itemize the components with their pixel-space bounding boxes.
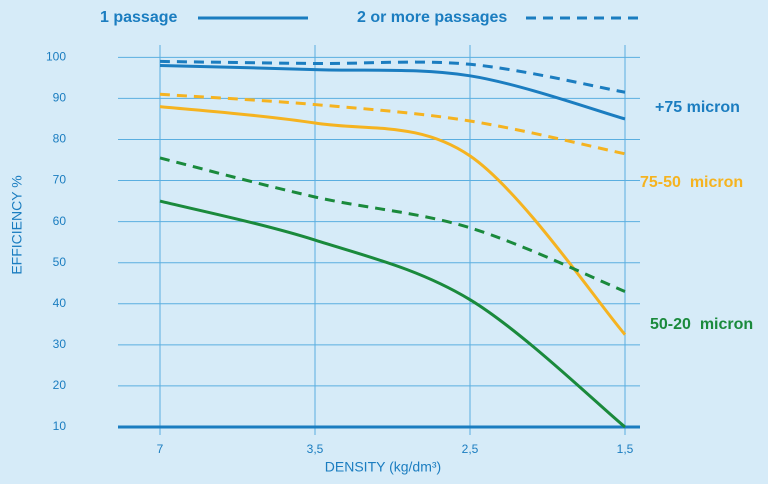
series-line (159, 64, 626, 121)
y-tick-label: 100 (46, 49, 66, 63)
series-line (159, 199, 626, 429)
y-tick-label: 50 (53, 255, 67, 269)
series-line (159, 105, 627, 336)
legend-label: 2 or more passages (357, 9, 507, 26)
group-label: 50-20 micron (650, 316, 753, 333)
series-line (159, 156, 626, 293)
x-tick-label: 1,5 (617, 442, 634, 456)
x-tick-label: 7 (157, 442, 164, 456)
x-axis-title: DENSITY (kg/dm³) (325, 459, 441, 475)
y-tick-label: 10 (53, 419, 67, 433)
x-tick-label: 3,5 (307, 442, 324, 456)
y-tick-label: 40 (53, 296, 67, 310)
y-tick-label: 20 (53, 378, 67, 392)
y-axis-title: EFFICIENCY % (9, 175, 25, 274)
series-line (159, 59, 626, 94)
legend-label: 1 passage (100, 9, 177, 26)
y-tick-label: 80 (53, 132, 67, 146)
y-tick-label: 60 (53, 214, 67, 228)
group-label: +75 micron (655, 99, 740, 116)
x-tick-label: 2,5 (462, 442, 479, 456)
series-line (159, 92, 626, 156)
y-tick-label: 70 (53, 173, 67, 187)
y-tick-label: 30 (53, 337, 67, 351)
y-tick-label: 90 (53, 91, 67, 105)
group-label: 75-50 micron (640, 174, 743, 191)
